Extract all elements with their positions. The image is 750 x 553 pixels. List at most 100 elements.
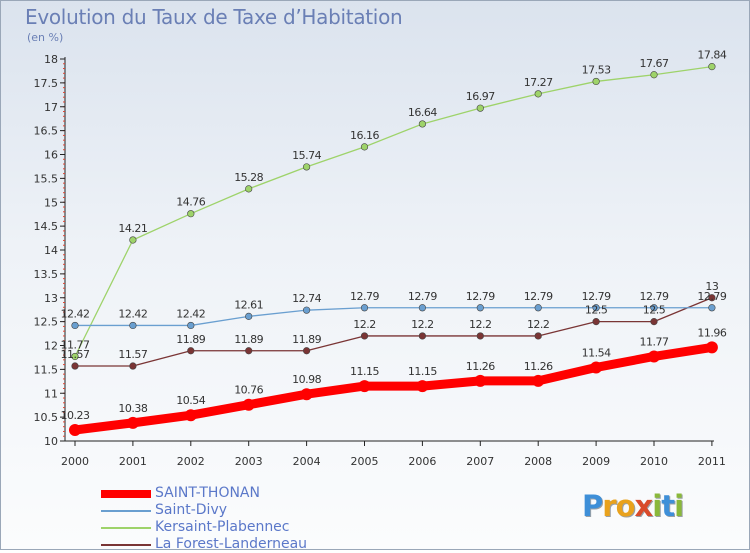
data-label: 10.98 <box>292 373 321 386</box>
data-label: 10.76 <box>234 384 263 397</box>
data-point <box>534 332 542 340</box>
x-tick-label: 2011 <box>698 455 726 468</box>
data-label: 11.89 <box>292 333 321 346</box>
data-point <box>129 362 137 370</box>
logo-letter: x <box>634 489 654 523</box>
legend-label: SAINT-THONAN <box>155 485 260 501</box>
y-tick-label: 15 <box>44 196 58 209</box>
data-label: 12.79 <box>350 290 379 303</box>
legend-label: Kersaint-Plabennec <box>155 519 290 535</box>
data-label: 12.42 <box>118 307 147 320</box>
data-point <box>71 321 79 330</box>
chart-subtitle: (en %) <box>27 31 64 44</box>
y-tick-label: 12 <box>44 340 58 353</box>
data-label: 11.54 <box>582 346 611 359</box>
data-label: 17.67 <box>640 57 669 70</box>
y-tick-label: 16.5 <box>34 125 59 138</box>
data-label: 11.89 <box>234 333 263 346</box>
data-label: 13 <box>705 280 718 293</box>
series-saint-thonan <box>69 341 718 437</box>
data-point <box>650 71 658 79</box>
y-tick-label: 12.5 <box>34 316 59 329</box>
data-label: 12.2 <box>353 318 376 331</box>
series-line <box>70 342 717 435</box>
y-tick-label: 17 <box>44 101 58 114</box>
data-label: 16.16 <box>350 129 379 142</box>
x-tick-label: 2008 <box>524 455 552 468</box>
data-label: 12.5 <box>585 304 608 317</box>
data-point <box>650 304 658 312</box>
data-label: 11.26 <box>524 360 553 373</box>
data-label: 12.2 <box>411 318 434 331</box>
series-line <box>74 65 713 358</box>
data-label: 12.79 <box>697 290 726 303</box>
data-label: 12.2 <box>469 318 492 331</box>
legend-swatch <box>101 510 151 512</box>
data-label-layer: 11.57 11.57 11.89 11.89 11.89 12.2 12.2 12.2 12.… <box>61 49 728 422</box>
data-label: 12.42 <box>61 307 90 320</box>
data-point <box>476 332 484 340</box>
y-tick-label: 11 <box>44 387 58 400</box>
y-tick-label: 17.5 <box>34 77 59 90</box>
logo-letter: r <box>602 489 616 523</box>
data-point <box>187 210 195 218</box>
data-point <box>592 77 600 86</box>
x-tick-label: 2005 <box>351 455 379 468</box>
data-point <box>303 306 311 314</box>
data-label: 11.26 <box>466 360 495 373</box>
x-tick-label: 2009 <box>582 455 610 468</box>
series-la-forest-landerneau <box>71 294 716 370</box>
data-point <box>590 361 603 374</box>
data-point <box>418 120 427 128</box>
data-point <box>245 347 253 355</box>
data-point <box>129 236 137 244</box>
data-point <box>126 416 139 429</box>
data-point <box>71 362 79 370</box>
data-label: 12.74 <box>292 292 321 305</box>
data-point <box>300 388 313 401</box>
data-point <box>534 90 542 98</box>
series-saint-divy <box>71 304 716 330</box>
data-label: 14.21 <box>118 222 147 235</box>
data-label: 17.27 <box>524 76 553 89</box>
y-tick-label: 10 <box>44 435 58 448</box>
data-label: 15.28 <box>234 171 263 184</box>
axes: 10 10.5 11 11.5 12 12.5 13 13.5 14 14.5 15 15.5 16 16… <box>34 53 726 468</box>
data-label: 11.15 <box>408 365 437 378</box>
data-point <box>416 380 429 393</box>
y-tick-label: 14 <box>44 244 58 257</box>
data-point <box>245 185 253 193</box>
y-tick-label: 11.5 <box>34 363 59 376</box>
data-point <box>705 341 718 354</box>
data-point <box>474 374 487 387</box>
data-label: 11.15 <box>350 365 379 378</box>
legend-swatch <box>101 490 151 498</box>
y-tick-label: 16 <box>44 149 58 162</box>
x-tick-label: 2004 <box>293 455 321 468</box>
logo-letter: i <box>652 489 662 523</box>
data-point <box>418 332 427 340</box>
data-point <box>187 321 195 330</box>
data-label: 16.64 <box>408 106 437 119</box>
data-point <box>592 318 600 326</box>
data-label: 12.79 <box>582 290 611 303</box>
data-point <box>303 347 311 355</box>
y-tick-label: 10.5 <box>34 411 59 424</box>
series-layer <box>69 63 718 437</box>
data-point <box>303 163 311 171</box>
logo-letter: o <box>615 489 636 523</box>
data-label: 12.79 <box>640 290 669 303</box>
data-label: 10.54 <box>176 394 205 407</box>
data-point <box>592 304 600 312</box>
data-label: 12.79 <box>466 290 495 303</box>
data-label: 12.42 <box>176 307 205 320</box>
x-tick-label: 2000 <box>61 455 89 468</box>
legend-swatch <box>101 527 151 529</box>
data-label: 11.77 <box>640 335 669 348</box>
data-point <box>358 380 371 393</box>
x-tick-label: 2006 <box>408 455 436 468</box>
data-point <box>708 304 716 312</box>
data-point <box>71 352 79 361</box>
data-label: 10.38 <box>118 402 147 415</box>
